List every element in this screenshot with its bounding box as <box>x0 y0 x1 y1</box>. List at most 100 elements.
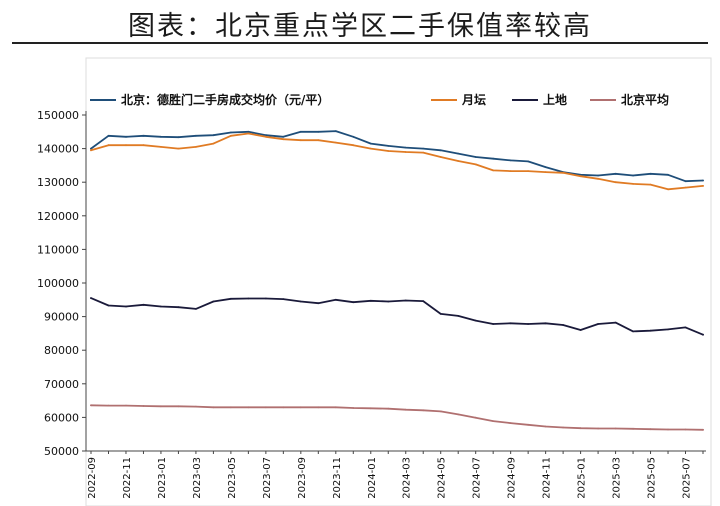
data-point <box>527 323 529 325</box>
data-point <box>684 428 687 431</box>
data-point <box>160 146 162 148</box>
data-point <box>317 302 320 305</box>
data-point <box>492 157 495 160</box>
data-point <box>195 134 197 137</box>
data-point <box>282 138 285 141</box>
data-point <box>230 406 232 409</box>
series-line-1 <box>90 132 704 191</box>
x-tick-label: 2024-11 <box>542 457 553 499</box>
data-point <box>614 181 617 184</box>
x-tick-label: 2023-03 <box>192 457 203 499</box>
data-point <box>282 298 285 300</box>
data-point <box>107 404 110 407</box>
x-tick-label: 2025-05 <box>647 457 658 499</box>
data-point <box>107 134 110 137</box>
data-point <box>265 135 267 138</box>
data-point <box>457 315 460 317</box>
chart-frame <box>85 57 712 506</box>
x-tick-label: 2024-05 <box>437 457 448 499</box>
y-tick-label: 130000 <box>37 176 79 189</box>
data-point <box>352 407 355 409</box>
data-point <box>492 169 495 172</box>
data-point <box>509 159 512 162</box>
data-point <box>265 297 267 300</box>
x-tick-label: 2023-07 <box>262 457 273 499</box>
data-point <box>544 171 547 174</box>
data-point <box>422 151 425 154</box>
data-point <box>474 416 477 419</box>
data-point <box>142 134 145 137</box>
data-point <box>160 405 162 408</box>
data-point <box>422 300 425 302</box>
x-tick-label: 2025-01 <box>577 457 588 499</box>
data-point <box>632 427 634 430</box>
chart-legend: 北京：德胜门二手房成交均价（元/平） 月坛 上地 北京平均 <box>90 92 669 107</box>
title-divider <box>12 42 708 44</box>
data-point <box>334 141 337 144</box>
y-tick-label: 150000 <box>37 109 79 122</box>
data-point <box>265 134 267 137</box>
y-tick-label: 100000 <box>37 277 79 290</box>
data-point <box>474 156 477 158</box>
legend-label-3: 北京平均 <box>621 92 669 107</box>
data-point <box>334 406 337 409</box>
legend-label-0: 北京：德胜门二手房成交均价（元/平） <box>121 92 329 107</box>
x-tick-label: 2025-07 <box>682 457 693 499</box>
data-point <box>667 188 669 191</box>
data-point <box>212 406 215 409</box>
x-axis: 2022-09 2022-11 2023-01 2023-03 2023-05 2023-… <box>86 450 706 499</box>
data-point <box>614 321 617 324</box>
y-axis: 50000 60000 70000 80000 90000 100000 110000 120… <box>37 109 87 458</box>
data-point <box>597 177 599 180</box>
data-point <box>667 428 669 431</box>
data-point <box>369 142 372 145</box>
data-point <box>632 183 634 185</box>
x-tick-label: 2023-11 <box>332 457 343 499</box>
data-point <box>265 406 267 409</box>
series-lines <box>90 130 704 431</box>
data-point <box>597 174 599 177</box>
x-tick-label: 2024-03 <box>402 457 413 499</box>
series-line-3 <box>90 404 704 431</box>
data-point <box>212 300 215 303</box>
legend-label-1: 月坛 <box>461 92 486 107</box>
data-point <box>579 175 582 178</box>
data-point <box>230 134 232 137</box>
data-point <box>107 144 110 147</box>
data-point <box>142 144 145 147</box>
data-point <box>369 147 372 150</box>
data-point <box>317 139 320 142</box>
data-point <box>439 156 442 158</box>
data-point <box>667 328 669 331</box>
data-point <box>684 186 687 189</box>
data-point <box>439 313 442 315</box>
data-point <box>177 136 180 139</box>
data-point <box>160 305 162 308</box>
data-point <box>632 330 634 333</box>
data-point <box>457 160 460 162</box>
data-point <box>474 163 477 166</box>
data-point <box>299 406 302 409</box>
y-tick-label: 90000 <box>44 311 79 324</box>
data-point <box>632 174 634 177</box>
y-tick-label: 70000 <box>44 378 79 391</box>
data-point <box>282 135 285 138</box>
y-tick-label: 80000 <box>44 344 79 357</box>
data-point <box>317 406 320 409</box>
data-point <box>334 130 337 133</box>
data-point <box>317 130 320 133</box>
data-point <box>247 297 250 300</box>
data-point <box>247 130 250 133</box>
data-point <box>387 407 390 410</box>
data-point <box>177 405 180 408</box>
data-point <box>404 151 407 153</box>
data-point <box>649 183 652 186</box>
data-point <box>125 404 127 407</box>
data-point <box>125 135 127 138</box>
data-point <box>562 171 564 174</box>
data-point <box>544 425 547 428</box>
data-point <box>404 146 407 149</box>
data-point <box>195 308 197 310</box>
data-point <box>667 173 669 176</box>
